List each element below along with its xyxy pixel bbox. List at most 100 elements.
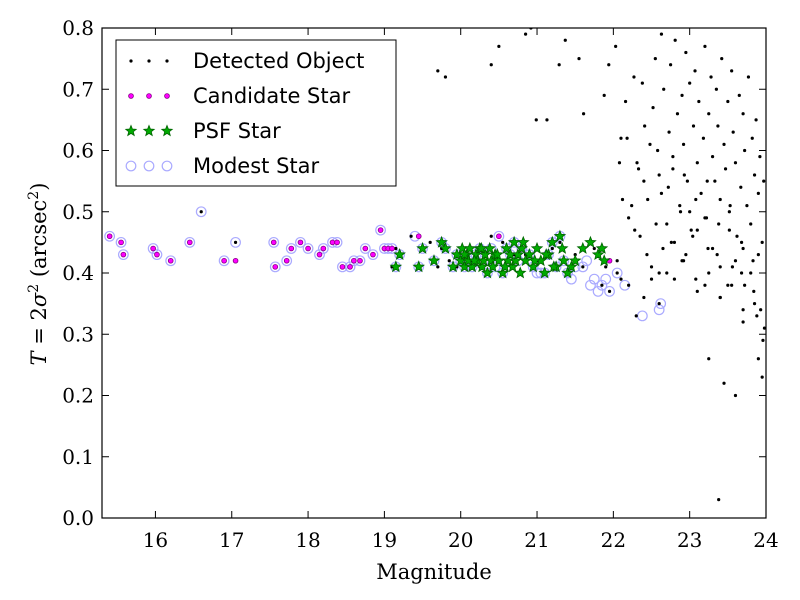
legend-marker: [129, 59, 133, 63]
data-point: [755, 314, 759, 318]
y-tick-label: 0.0: [62, 506, 94, 530]
data-point: [717, 222, 721, 226]
data-point: [762, 179, 766, 183]
data-point: [718, 265, 722, 269]
legend-label: Detected Object: [193, 49, 364, 73]
y-axis-title-close: ): [27, 183, 51, 191]
data-point: [710, 246, 715, 251]
data-point: [120, 251, 127, 258]
data-point: [672, 240, 677, 244]
data-point: [752, 173, 757, 177]
x-tick-label: 21: [524, 528, 549, 552]
data-point: [694, 277, 698, 281]
data-point: [739, 240, 744, 244]
data-point: [653, 57, 657, 61]
data-point: [513, 266, 527, 279]
data-point: [218, 255, 230, 267]
data-point: [375, 224, 386, 236]
y-axis-title-sup: 2: [26, 284, 42, 293]
data-point: [557, 254, 571, 267]
data-point: [648, 142, 652, 146]
data-point: [706, 246, 710, 251]
data-point: [675, 112, 680, 116]
data-point: [749, 222, 753, 226]
y-axis-title-eq: = 2: [27, 307, 51, 351]
data-point: [509, 254, 522, 267]
data-point: [465, 260, 479, 273]
data-point: [688, 210, 692, 214]
data-point: [662, 87, 666, 91]
y-tick-label: 0.6: [62, 139, 94, 163]
data-point: [739, 271, 744, 275]
data-point: [701, 136, 706, 140]
data-point: [436, 265, 440, 269]
data-point: [746, 75, 751, 79]
data-point: [558, 240, 562, 244]
data-point: [718, 295, 722, 300]
data-point: [270, 239, 277, 246]
data-point: [720, 57, 724, 61]
data-point: [117, 249, 129, 261]
data-point: [727, 228, 731, 232]
data-point: [699, 191, 703, 195]
data-point: [362, 245, 369, 252]
data-point: [665, 271, 669, 275]
data-point: [697, 99, 701, 104]
data-point: [727, 210, 731, 214]
data-point: [517, 235, 530, 248]
data-point: [649, 265, 654, 269]
data-point: [615, 259, 619, 263]
data-point: [581, 112, 586, 116]
x-tick-label: 23: [677, 528, 702, 552]
data-point: [561, 266, 574, 279]
legend-marker: [125, 160, 137, 172]
y-tick-label: 0.2: [62, 384, 94, 408]
y-axis-title-units-sup: 2: [26, 191, 42, 200]
data-point: [756, 191, 760, 195]
data-point: [468, 254, 481, 267]
data-point: [743, 283, 747, 287]
data-point: [428, 240, 432, 244]
data-point: [498, 260, 512, 273]
data-point: [636, 167, 641, 171]
data-point: [584, 235, 597, 248]
data-point: [745, 204, 749, 208]
data-point: [591, 248, 605, 260]
data-point: [288, 245, 295, 252]
data-point: [695, 289, 699, 293]
data-point: [722, 142, 726, 146]
data-point: [657, 173, 661, 177]
data-point: [756, 357, 760, 361]
data-point: [669, 240, 673, 244]
data-point: [491, 248, 504, 260]
data-point: [730, 283, 734, 287]
data-point: [577, 261, 589, 273]
data-point: [553, 229, 567, 242]
data-point: [671, 155, 675, 159]
data-point: [726, 283, 730, 287]
series-modest-star: [104, 206, 667, 322]
data-point: [693, 69, 697, 73]
y-tick-label: 0.7: [62, 77, 94, 101]
data-point: [577, 57, 581, 61]
data-point: [393, 248, 406, 260]
data-point: [415, 233, 422, 240]
legend-marker: [164, 93, 170, 99]
data-point: [550, 246, 554, 251]
data-point: [104, 230, 116, 242]
legend-label: Candidate Star: [193, 84, 350, 108]
data-point: [759, 308, 763, 312]
data-point: [443, 75, 448, 79]
data-point: [718, 197, 722, 202]
data-point: [285, 243, 297, 254]
data-point: [165, 255, 177, 267]
data-point: [762, 326, 766, 330]
data-point: [334, 239, 340, 246]
data-point: [359, 243, 371, 254]
data-point: [640, 81, 644, 85]
data-point: [447, 259, 451, 263]
data-point: [555, 241, 569, 254]
legend-box: [115, 39, 397, 187]
data-point: [545, 118, 549, 122]
data-point: [347, 264, 353, 270]
